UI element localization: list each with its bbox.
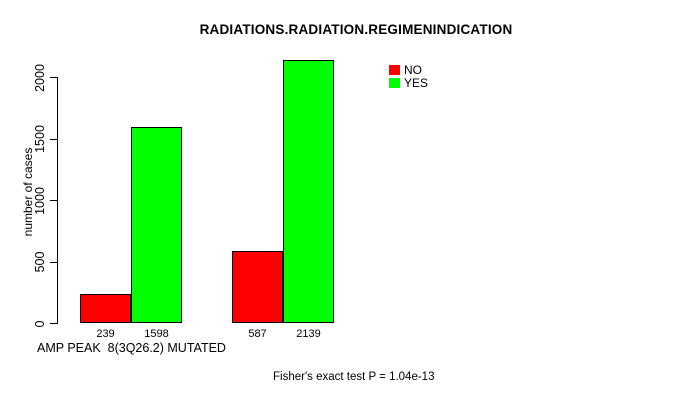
y-axis-tick bbox=[50, 138, 57, 140]
bar-value-label: 2139 bbox=[296, 328, 321, 340]
y-axis-tick-label: 1500 bbox=[33, 125, 47, 153]
y-axis bbox=[57, 77, 58, 324]
legend-entry-no: NO bbox=[389, 64, 428, 76]
bar-value-label: 1598 bbox=[144, 328, 169, 340]
y-axis-tick bbox=[50, 200, 57, 201]
y-axis-tick-label: 0 bbox=[33, 320, 47, 327]
y-axis-tick bbox=[50, 323, 57, 324]
legend-entry-yes: YES bbox=[389, 77, 428, 89]
bar-value-label: 587 bbox=[248, 328, 267, 340]
y-axis-tick-label: 500 bbox=[33, 251, 47, 273]
bar-yes-group2 bbox=[283, 60, 334, 324]
legend-label: YES bbox=[404, 76, 429, 90]
chart-title: RADIATIONS.RADIATION.REGIMENINDICATION bbox=[199, 22, 513, 37]
y-axis-tick-label: 2000 bbox=[33, 63, 47, 92]
legend-swatch-yes bbox=[389, 78, 400, 88]
y-axis-tick bbox=[50, 261, 57, 263]
bar-value-label: 239 bbox=[96, 328, 115, 340]
y-axis-tick bbox=[50, 77, 57, 78]
legend: NO YES bbox=[389, 64, 428, 90]
bar-yes-group1 bbox=[131, 126, 182, 324]
x-axis-label: AMP PEAK 8(3Q26.2) MUTATED bbox=[37, 341, 226, 355]
legend-label: NO bbox=[404, 63, 422, 77]
y-axis-tick-label: 1000 bbox=[33, 186, 47, 215]
bar-no-group2 bbox=[232, 251, 283, 324]
legend-swatch-no bbox=[389, 65, 400, 75]
fisher-test-annotation: Fisher's exact test P = 1.04e-13 bbox=[273, 371, 435, 383]
bar-no-group1 bbox=[80, 294, 131, 324]
